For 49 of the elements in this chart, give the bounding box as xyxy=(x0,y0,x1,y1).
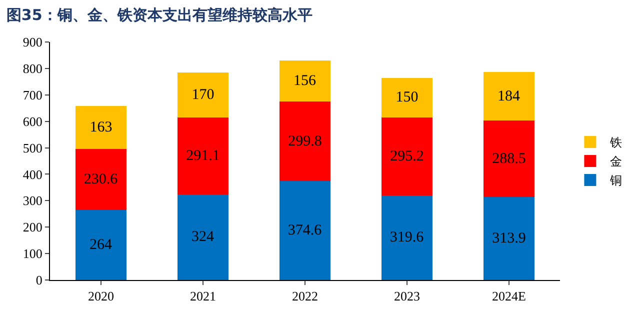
y-tick-label: 900 xyxy=(22,34,42,50)
y-tick-label: 400 xyxy=(22,166,42,182)
data-label: 150 xyxy=(396,90,418,106)
y-tick-label: 700 xyxy=(22,87,42,102)
data-label: 319.6 xyxy=(390,230,424,246)
x-tick-label: 2021 xyxy=(190,288,216,304)
bar xyxy=(178,72,228,118)
bar xyxy=(76,210,126,280)
legend-label: 铜 xyxy=(609,174,622,188)
data-label: 230.6 xyxy=(84,172,118,188)
x-tick-label: 2023 xyxy=(394,288,420,304)
y-tick-label: 500 xyxy=(22,140,42,156)
bar xyxy=(178,194,228,280)
legend-label: 金 xyxy=(610,154,622,169)
y-tick-label: 200 xyxy=(22,220,42,235)
x-tick-label: 2020 xyxy=(88,288,114,304)
data-label: 313.9 xyxy=(492,230,526,246)
bar xyxy=(280,180,330,280)
bar xyxy=(280,102,330,181)
bar xyxy=(382,78,432,118)
y-tick-label: 100 xyxy=(22,246,42,262)
data-label: 295.2 xyxy=(390,148,424,164)
bar xyxy=(484,72,534,121)
y-tick-label: 600 xyxy=(22,114,42,129)
bar xyxy=(76,149,126,210)
data-label: 288.5 xyxy=(492,150,526,167)
data-label: 163 xyxy=(90,120,112,136)
data-label: 374.6 xyxy=(288,222,322,238)
bar xyxy=(178,117,228,194)
legend-label: 铁 xyxy=(609,136,622,150)
data-label: 324 xyxy=(192,229,214,246)
bar xyxy=(76,106,126,150)
y-tick-label: 800 xyxy=(22,60,42,76)
data-label: 299.8 xyxy=(288,133,322,150)
x-tick-label: 2024E xyxy=(492,288,526,304)
bar xyxy=(484,196,534,280)
bar xyxy=(484,120,534,197)
data-label: 156 xyxy=(294,73,316,90)
data-label: 184 xyxy=(498,88,520,104)
chart-title: 图35：铜、金、铁资本支出有望维持较高水平 xyxy=(6,6,312,24)
x-tick-label: 2022 xyxy=(292,288,318,304)
data-label: 170 xyxy=(192,86,214,103)
bar xyxy=(382,195,432,280)
y-tick-label: 0 xyxy=(36,272,42,288)
data-label: 291.1 xyxy=(186,148,220,164)
bar xyxy=(280,60,330,102)
data-label: 264 xyxy=(90,237,112,254)
bar xyxy=(382,117,432,196)
y-tick-label: 300 xyxy=(22,193,42,208)
